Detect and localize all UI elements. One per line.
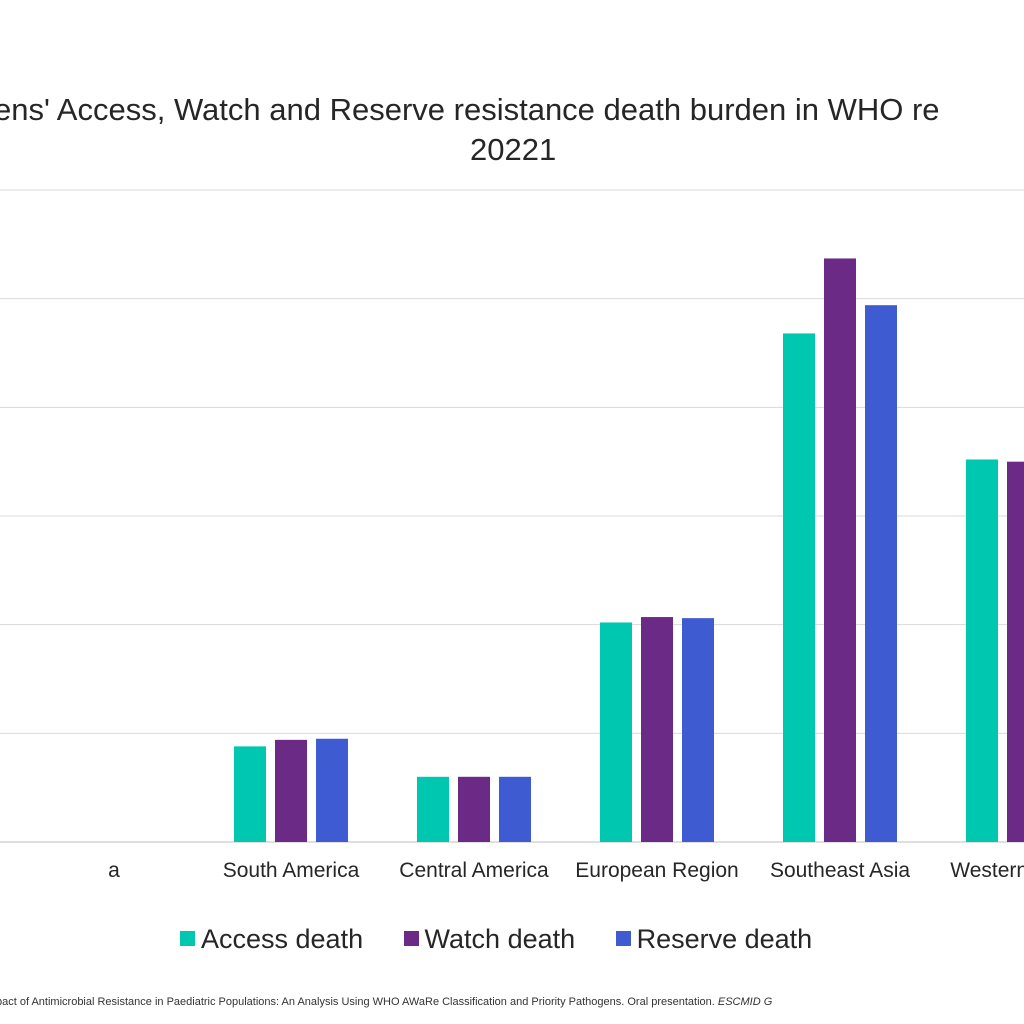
bar <box>275 739 307 842</box>
x-axis-tick-labels: a South America Central America European Re… <box>108 859 1024 882</box>
legend: Access death Watch death Reserve death <box>180 924 848 960</box>
x-tick-label: a <box>108 859 120 882</box>
bar <box>600 622 632 842</box>
bar <box>417 776 449 842</box>
legend-label-reserve: Reserve death <box>636 924 813 954</box>
legend-swatch-reserve <box>615 931 631 947</box>
source-text: pact of Antimicrobial Resistance in Paed… <box>0 996 718 1008</box>
x-tick-label: Western Pacific <box>950 859 1024 882</box>
bar <box>682 618 714 842</box>
gridlines <box>0 189 1024 843</box>
bar <box>234 746 266 842</box>
legend-label-access: Access death <box>201 924 364 954</box>
x-tick-label-line: Western Pacific <box>950 859 1024 882</box>
bar <box>1007 461 1024 842</box>
bar <box>641 617 673 842</box>
legend-label-watch: Watch death <box>424 924 576 954</box>
x-tick-label: Central America <box>399 859 549 882</box>
source-citation: pact of Antimicrobial Resistance in Paed… <box>0 996 772 1008</box>
x-tick-label-line: European Region <box>575 859 738 882</box>
source-italic-text: ESCMID G <box>717 996 773 1008</box>
bar <box>499 776 531 842</box>
bar <box>316 738 348 842</box>
chart-title-line-2: 20221 <box>470 132 557 167</box>
x-tick-label: European Region <box>575 859 738 882</box>
legend-swatch-watch <box>403 931 419 947</box>
bar <box>824 258 856 843</box>
x-tick-label-line: Southeast Asia <box>770 859 910 882</box>
bar <box>458 776 490 842</box>
chart-title-line-1: ens' Access, Watch and Reserve resistanc… <box>0 92 940 127</box>
legend-item-access: Access death <box>180 924 363 955</box>
chart-title: ens' Access, Watch and Reserve resistanc… <box>0 88 1024 168</box>
x-tick-label-line: a <box>108 859 120 882</box>
bar <box>966 459 998 842</box>
bars <box>234 258 1024 843</box>
x-tick-label-line: Central America <box>399 859 549 882</box>
legend-swatch-access <box>180 931 195 947</box>
x-tick-label-line: South America <box>223 859 360 882</box>
legend-item-watch: Watch death <box>403 924 576 955</box>
x-tick-label: South America <box>223 859 360 882</box>
bar <box>783 333 815 842</box>
legend-item-reserve: Reserve death <box>615 924 813 955</box>
x-tick-label: Southeast Asia <box>770 859 910 882</box>
bar <box>865 305 897 843</box>
